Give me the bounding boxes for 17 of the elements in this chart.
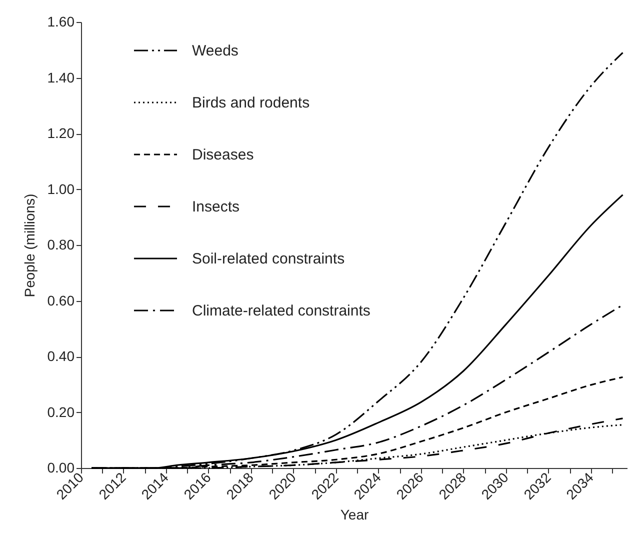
x-axis-title: Year xyxy=(340,506,369,522)
legend-label: Diseases xyxy=(192,146,254,164)
y-tick-label: 0.00 xyxy=(47,460,75,476)
y-tick-label: 1.00 xyxy=(47,180,75,197)
y-axis-title: People (millions) xyxy=(21,194,38,298)
y-tick-label: 0.20 xyxy=(47,404,75,420)
legend-label: Climate-related constraints xyxy=(192,302,370,320)
y-tick-label: 1.40 xyxy=(47,69,75,86)
legend-label: Birds and rodents xyxy=(192,94,310,112)
y-tick-label: 0.60 xyxy=(47,292,75,308)
y-tick-label: 0.80 xyxy=(47,236,75,252)
y-tick-label: 1.20 xyxy=(47,125,75,141)
legend-label: Soil-related constraints xyxy=(192,250,345,268)
legend-label: Insects xyxy=(192,198,240,216)
legend-label: Weeds xyxy=(192,42,238,60)
y-tick-label: 1.60 xyxy=(47,14,75,30)
y-tick-label: 0.40 xyxy=(47,348,75,364)
